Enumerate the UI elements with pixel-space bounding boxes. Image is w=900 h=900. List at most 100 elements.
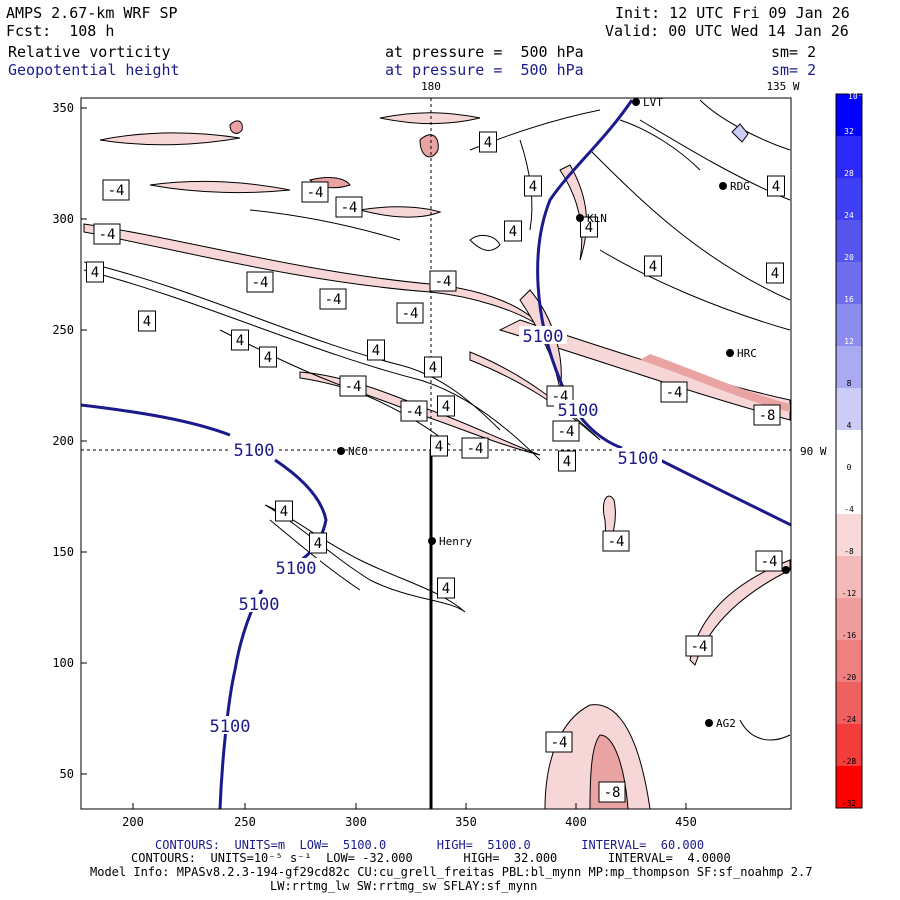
colorbar-label: -24 — [842, 715, 857, 724]
vorticity-contour-label: -4 — [666, 385, 683, 401]
top-label-135w: 135 W — [766, 80, 799, 93]
colorbar-label: -28 — [842, 757, 857, 766]
forecast-hour: Fcst: 108 h — [6, 22, 115, 40]
vort-contour-info-a: CONTOURS: UNITS=10⁻⁵ s⁻¹ LOW= -32.000 — [131, 851, 413, 865]
contour-label-box — [479, 131, 497, 153]
colorbar-label: 16 — [844, 295, 854, 304]
field1-smoothing: sm= 2 — [771, 43, 817, 61]
contour-label-box — [461, 437, 489, 459]
vort-contour-info-c: INTERVAL= 4.0000 — [607, 851, 731, 865]
contour-label-box — [552, 420, 580, 442]
station-label: AG2 — [716, 717, 736, 730]
height-contours — [81, 99, 791, 809]
right-label-90w: 90 W — [800, 445, 827, 458]
colorbar-units: 10⁻⁵ s⁻¹ — [848, 92, 887, 101]
vorticity-contour-label: 4 — [649, 259, 657, 275]
colorbar-segment — [836, 766, 862, 809]
colorbar-label: 24 — [844, 211, 854, 220]
vorticity-contour-label: 4 — [772, 179, 780, 195]
contour-label-box — [93, 223, 121, 245]
contour-label-box — [545, 731, 573, 753]
field1-level: at pressure = 500 hPa — [385, 43, 584, 61]
x-tick-label: 200 — [122, 815, 144, 829]
station-label: Henry — [439, 535, 472, 548]
height-contour-info-b: HIGH= 5100.0 — [436, 838, 531, 852]
station-marker — [719, 182, 727, 190]
colorbar-segment — [836, 682, 862, 725]
y-tick-label: 100 — [52, 656, 74, 670]
contour-label-box — [437, 395, 455, 417]
height-contour-label: 5100 — [276, 559, 317, 579]
station-label: NCO — [348, 445, 368, 458]
colorbar-label: -8 — [844, 547, 854, 556]
station-marker — [705, 719, 713, 727]
vorticity-contour-label: -4 — [402, 306, 419, 322]
height-contour-info-a: CONTOURS: UNITS=m LOW= 5100.0 — [155, 838, 387, 852]
y-tick-label: 300 — [52, 212, 74, 226]
contour-label-box — [767, 175, 785, 197]
vorticity-contour-label: 4 — [771, 266, 779, 282]
vorticity-contour-label: -4 — [406, 404, 423, 420]
contour-label-box — [335, 196, 363, 218]
colorbar-label: -12 — [842, 589, 857, 598]
station-marker — [576, 214, 584, 222]
contour-label-box — [301, 181, 329, 203]
field2-name: Geopotential height — [8, 61, 180, 79]
height-contour-info-c: INTERVAL= 60.000 — [581, 838, 705, 852]
stations: LVT RDG KLN HRC NCO Henry AG2 — [337, 96, 790, 730]
x-axis: 200 250 300 350 400 450 — [122, 803, 697, 829]
vorticity-contour-label: -4 — [341, 200, 358, 216]
y-tick-label: 50 — [60, 767, 74, 781]
y-tick-label: 250 — [52, 323, 74, 337]
vorticity-contour-label: -4 — [467, 441, 484, 457]
vorticity-contour-label: -8 — [759, 408, 776, 424]
vorticity-contour-label: 4 — [563, 454, 571, 470]
vorticity-contour-label: -4 — [761, 554, 778, 570]
contour-label-box — [558, 450, 576, 472]
vorticity-contour-label: 4 — [484, 135, 492, 151]
x-tick-label: 350 — [455, 815, 477, 829]
station-marker — [337, 447, 345, 455]
vorticity-contour-label: 4 — [314, 536, 322, 552]
negative-vorticity-fills — [83, 112, 791, 809]
contour-label-box — [259, 346, 277, 368]
colorbar: 32 28 24 20 16 12 8 4 0 -4 -8 -12 -16 -20 -24 -28 -32 — [835, 93, 863, 809]
contour-label-box — [430, 435, 448, 457]
y-tick-label: 200 — [52, 434, 74, 448]
vorticity-contour-label: -4 — [99, 227, 116, 243]
height-contour-label: 5100 — [618, 449, 659, 469]
contour-labels: -4 -4 4 -4 -4 -4 4 4 4 4 -4 -4 4 4 -4 -4 -4 4 4 4 4 4 4 4 -4 -4 -4… — [86, 131, 785, 803]
contour-label-box — [424, 356, 442, 378]
x-tick-label: 450 — [675, 815, 697, 829]
station-marker — [726, 349, 734, 357]
colorbar-label: -32 — [842, 799, 857, 808]
height-contour-info: CONTOURS: UNITS=m LOW= 5100.0 HIGH= 5100… — [155, 838, 704, 852]
contour-label-box — [275, 500, 293, 522]
colorbar-segment — [836, 556, 862, 599]
vorticity-contour-label: -4 — [252, 275, 269, 291]
vorticity-contour-label: 4 — [372, 343, 380, 359]
x-tick-label: 300 — [345, 815, 367, 829]
colorbar-label: 0 — [847, 463, 852, 472]
vorticity-contour-label: 4 — [585, 220, 593, 236]
colorbar-segment — [836, 598, 862, 641]
colorbar-segment — [836, 640, 862, 683]
vorticity-contour-label: 4 — [442, 581, 450, 597]
field2-level: at pressure = 500 hPa — [385, 61, 584, 79]
height-contour-label: 5100 — [210, 717, 251, 737]
colorbar-segment — [836, 178, 862, 221]
contour-label-box — [367, 339, 385, 361]
colorbar-segment — [836, 388, 862, 431]
colorbar-label: 32 — [844, 127, 854, 136]
height-contour-label: 5100 — [239, 595, 280, 615]
contour-label-box — [102, 179, 130, 201]
vorticity-contour-label: -4 — [345, 379, 362, 395]
vorticity-contour-label: 4 — [429, 360, 437, 376]
vorticity-contour-label: 4 — [143, 314, 151, 330]
y-tick-label: 150 — [52, 545, 74, 559]
vort-contour-info: CONTOURS: UNITS=10⁻⁵ s⁻¹ LOW= -32.000 HI… — [131, 851, 731, 865]
vorticity-contour-label: -4 — [691, 639, 708, 655]
contour-label-box — [504, 220, 522, 242]
contour-label-box — [138, 310, 156, 332]
